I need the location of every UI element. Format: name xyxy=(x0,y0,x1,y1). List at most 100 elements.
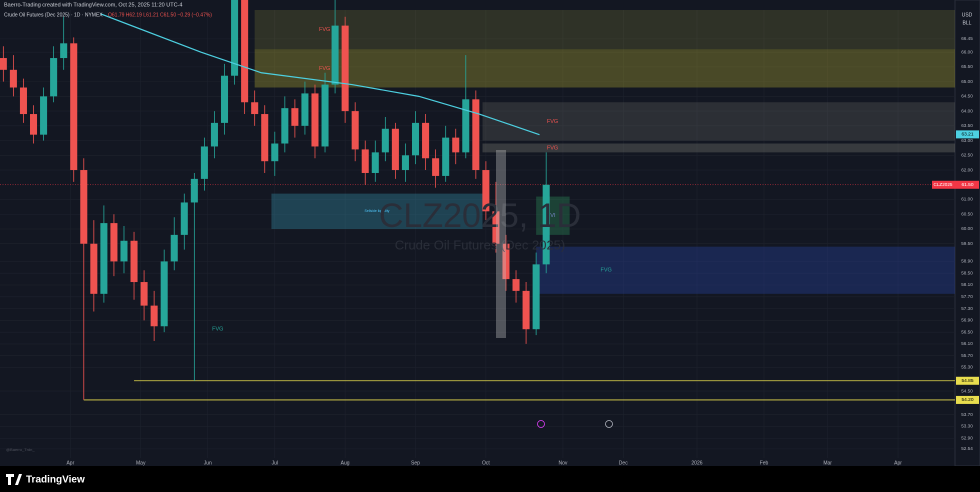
candle-body xyxy=(231,0,239,76)
candle-body xyxy=(130,240,138,283)
candle-body xyxy=(100,223,108,294)
ohlc-legend: O61.79 H62.19 L61.21 C61.50 −0.29 (−0.47… xyxy=(108,12,212,18)
candle-body xyxy=(190,178,198,203)
zone xyxy=(482,143,955,153)
candle-body xyxy=(351,111,359,150)
candle-body xyxy=(341,25,349,112)
price-badge xyxy=(956,395,979,404)
y-tick-label: 52.54 xyxy=(961,446,973,451)
candle-body xyxy=(50,58,58,97)
y-tick-label: 55.30 xyxy=(961,365,973,370)
candle-body xyxy=(281,108,289,144)
candle-body xyxy=(210,122,218,147)
y-tick-label: 64.50 xyxy=(961,94,973,99)
candle-body xyxy=(120,240,128,262)
currency-label: USD xyxy=(962,12,973,18)
y-tick-label: 57.30 xyxy=(961,306,973,311)
y-tick-label: 58.90 xyxy=(961,259,973,264)
y-tick-label: 66.45 xyxy=(961,36,973,41)
candle-body xyxy=(40,96,48,135)
y-tick-label: 53.70 xyxy=(961,412,973,417)
last-symbol: CLZ2025 xyxy=(934,182,953,187)
x-tick-label: Nov xyxy=(558,460,567,466)
moving-average xyxy=(100,13,540,136)
unit-label: BLL xyxy=(963,20,972,26)
x-tick-label: Mar xyxy=(823,460,832,466)
y-tick-label: 63.00 xyxy=(961,138,973,143)
event-marker[interactable] xyxy=(605,420,613,428)
candle-body xyxy=(29,114,38,135)
candle-body xyxy=(452,137,460,153)
event-marker[interactable] xyxy=(537,420,545,428)
y-tick-label: 54.50 xyxy=(961,388,973,393)
candle-body xyxy=(502,243,510,280)
annotation: FVG xyxy=(212,327,223,333)
zone-label: FVG xyxy=(547,119,558,125)
candle-body xyxy=(60,43,68,59)
y-tick-label: 64.00 xyxy=(961,108,973,113)
candle-body xyxy=(482,170,490,212)
y-tick-label: 56.50 xyxy=(961,329,973,334)
logo-icon xyxy=(6,474,22,485)
y-tick-label: 55.70 xyxy=(961,353,973,358)
y-tick-label: 65.00 xyxy=(961,79,973,84)
author-tag: @Baerro_Trdn_ xyxy=(6,447,35,452)
zone-label: FVG xyxy=(319,27,330,33)
candle-body xyxy=(542,184,550,265)
zone-label: VI xyxy=(550,213,556,219)
watermark-ticker: CLZ2025, 1D xyxy=(379,197,581,235)
candle-body xyxy=(512,279,520,291)
candle-body xyxy=(432,158,440,176)
x-tick-label: Sep xyxy=(411,460,420,466)
candle-body xyxy=(301,93,309,126)
zone-label: FVG xyxy=(547,145,558,151)
x-tick-label: Oct xyxy=(482,460,490,466)
x-tick-label: Apr xyxy=(894,460,902,466)
y-tick-label: 58.10 xyxy=(961,282,973,287)
candle-body xyxy=(381,128,389,153)
x-tick-label: May xyxy=(136,460,146,466)
candle-body xyxy=(401,155,409,171)
footer-logo[interactable]: TradingView xyxy=(6,474,85,486)
last-price-badge xyxy=(932,180,979,189)
candle-body xyxy=(70,43,78,171)
y-tick-label: 61.00 xyxy=(961,197,973,202)
zone xyxy=(271,193,483,229)
candle-body xyxy=(411,122,420,156)
x-tick-label: Jun xyxy=(204,460,212,466)
candle-body xyxy=(150,305,158,327)
candle-body xyxy=(522,290,530,330)
zone xyxy=(536,196,570,235)
candle-body xyxy=(80,170,88,244)
candle-body xyxy=(9,69,17,88)
x-tick-label: Apr xyxy=(66,460,74,466)
ma-badge-label: 63.21 xyxy=(961,132,973,138)
candle-body xyxy=(271,143,279,162)
zone-label: FVG xyxy=(319,66,330,72)
y-tick-label: 52.90 xyxy=(961,435,973,440)
candle-body xyxy=(492,211,500,244)
candle-body xyxy=(331,25,339,85)
zone xyxy=(254,49,955,88)
zone xyxy=(254,10,955,50)
candle-body xyxy=(361,149,369,173)
x-tick-label: Aug xyxy=(341,460,350,466)
x-tick-label: Feb xyxy=(760,460,769,466)
candle-body xyxy=(462,99,470,153)
last-price-label: 61.50 xyxy=(961,182,973,188)
candle-body xyxy=(321,84,329,147)
y-tick-label: 56.90 xyxy=(961,318,973,323)
candle-body xyxy=(442,137,450,176)
candle-body xyxy=(291,108,299,126)
candle-body xyxy=(422,122,430,159)
candle-body xyxy=(472,99,480,171)
candle-body xyxy=(160,261,168,327)
candle-body xyxy=(241,0,249,103)
x-tick-label: Dec xyxy=(619,460,628,466)
price-badge xyxy=(956,376,979,385)
y-tick-label: 57.70 xyxy=(961,294,973,299)
candle-body xyxy=(220,75,229,123)
